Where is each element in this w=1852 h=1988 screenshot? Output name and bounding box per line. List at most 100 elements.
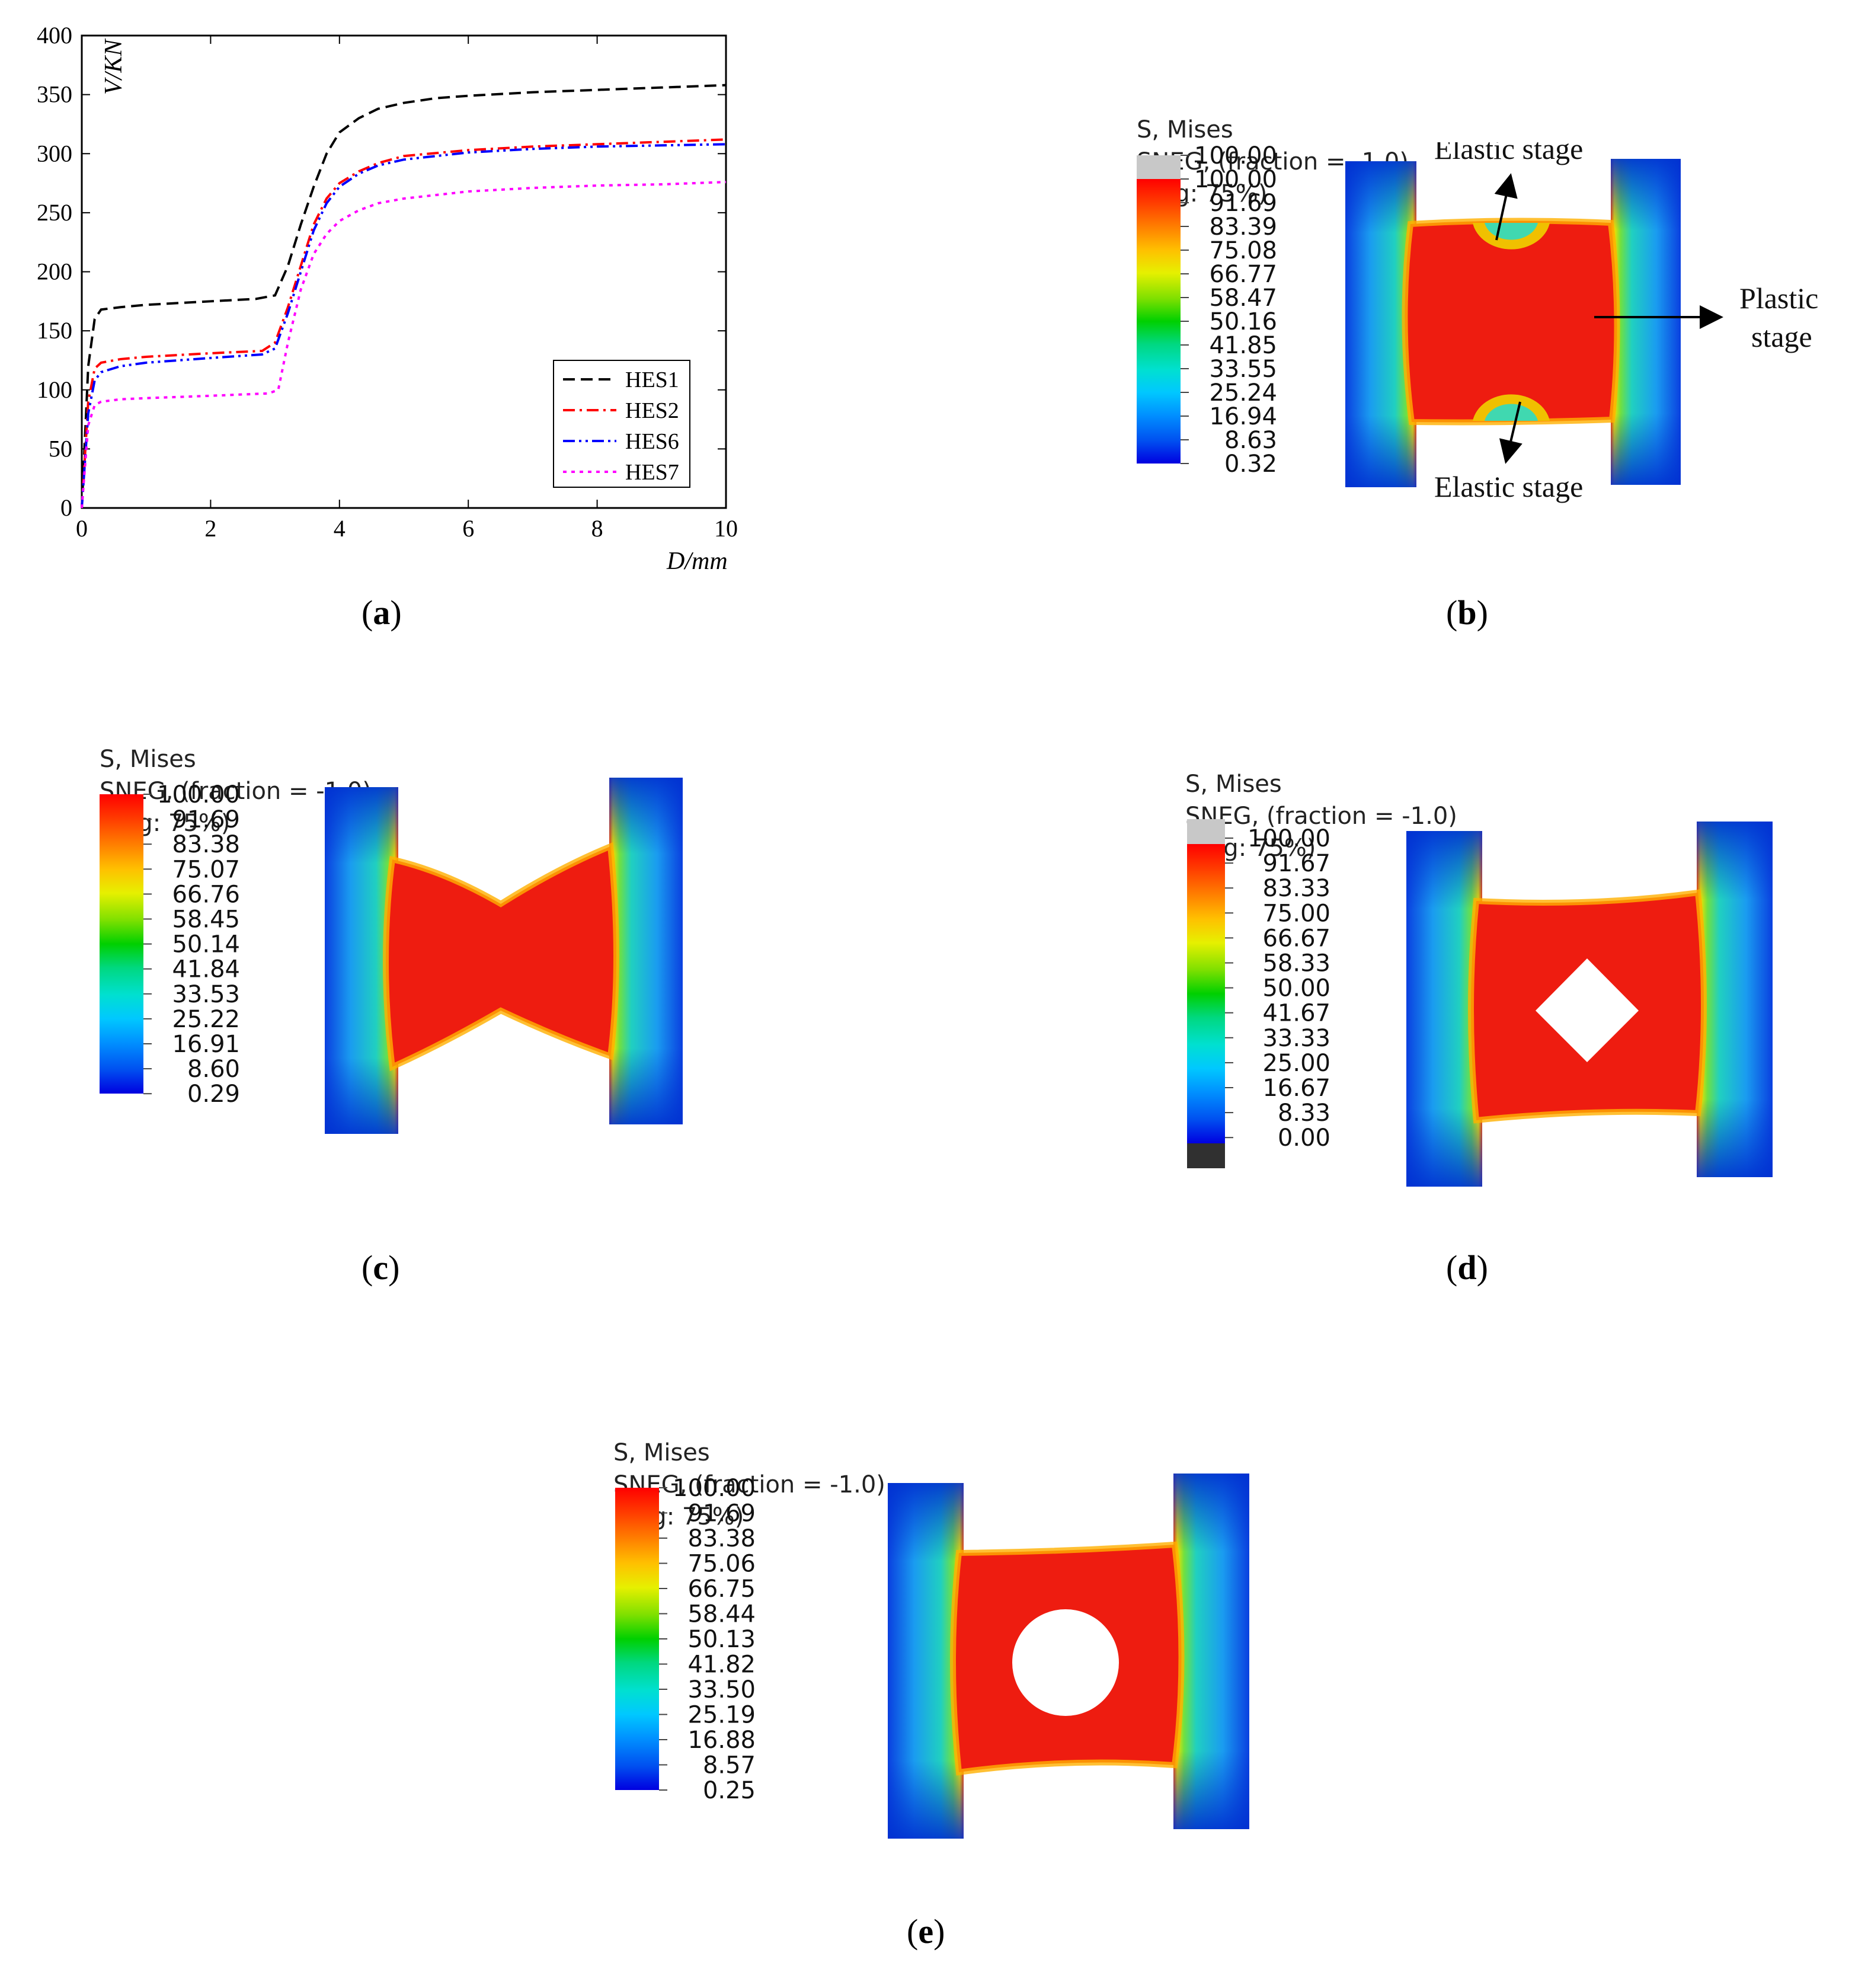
colorbar-value: 91.69 bbox=[172, 806, 240, 833]
legend-label-hes7: HES7 bbox=[625, 460, 679, 485]
colorbar-value: 8.60 bbox=[187, 1056, 240, 1083]
colorbar-value: 91.69 bbox=[687, 1500, 756, 1527]
y-tick-label: 300 bbox=[37, 140, 72, 167]
y-tick-label: 200 bbox=[37, 258, 72, 285]
specimen-c bbox=[325, 778, 683, 1134]
colorbar-value: 58.45 bbox=[172, 906, 240, 934]
colorbar-labels-b: 100.00100.0091.6983.3975.0866.7758.4750.… bbox=[1181, 142, 1277, 478]
caption-d: (d) bbox=[1446, 1248, 1488, 1287]
contour-plot-c: 100.0091.6983.3875.0766.7658.4550.1441.8… bbox=[100, 778, 683, 1134]
x-tick-label: 0 bbox=[76, 515, 88, 542]
y-tick-label: 250 bbox=[37, 199, 72, 226]
colorbar-value: 41.82 bbox=[687, 1651, 756, 1679]
series-line-hes6 bbox=[81, 143, 727, 509]
colorbar-value: 16.94 bbox=[1209, 403, 1277, 430]
chart-legend: HES1 HES2 HES6 HES7 bbox=[553, 360, 690, 488]
colorbar-value: 58.47 bbox=[1209, 285, 1277, 312]
colorbar-value: 50.14 bbox=[172, 931, 240, 958]
colorbar-d bbox=[1187, 844, 1225, 1143]
caption-b: (b) bbox=[1446, 593, 1488, 632]
colorbar-value: 8.57 bbox=[703, 1752, 756, 1779]
colorbar-b bbox=[1137, 179, 1181, 464]
colorbar-value: 16.91 bbox=[172, 1031, 240, 1058]
colorbar-value: 33.53 bbox=[172, 981, 240, 1008]
elastic-stage-bottom-label: Elastic stage bbox=[1434, 470, 1583, 503]
colorbar-value: 75.00 bbox=[1262, 900, 1330, 927]
legend-label-hes6: HES6 bbox=[625, 429, 679, 454]
plastic-stage-label-line2: stage bbox=[1751, 320, 1812, 353]
colorbar-value: 8.33 bbox=[1278, 1100, 1330, 1127]
colorbar-value: 75.06 bbox=[687, 1551, 756, 1578]
annotation-arrows-b bbox=[1494, 173, 1723, 464]
specimen-e bbox=[888, 1474, 1249, 1839]
colorbar-value: 58.44 bbox=[687, 1601, 756, 1628]
contour-plot-d: 100.0091.6783.3375.0066.6758.3350.0041.6… bbox=[1187, 819, 1773, 1187]
series-line-hes2 bbox=[81, 138, 727, 509]
colorbar-d-cap bbox=[1187, 819, 1225, 844]
legend-label-hes1: HES1 bbox=[625, 367, 679, 392]
y-tick-label: 100 bbox=[37, 376, 72, 403]
colorbar-value: 41.67 bbox=[1262, 1000, 1330, 1027]
colorbar-value: 83.33 bbox=[1262, 875, 1330, 902]
contour-plot-e: 100.0091.6983.3875.0666.7558.4450.1341.8… bbox=[615, 1474, 1249, 1839]
colorbar-value: 0.00 bbox=[1278, 1124, 1330, 1152]
colorbar-labels-c: 100.0091.6983.3875.0766.7658.4550.1441.8… bbox=[143, 781, 240, 1108]
colorbar-labels-e: 100.0091.6983.3875.0666.7558.4450.1341.8… bbox=[659, 1475, 756, 1804]
colorbar-value: 66.75 bbox=[687, 1575, 756, 1603]
x-tick-label: 8 bbox=[591, 515, 603, 542]
elastic-stage-top-label: Elastic stage bbox=[1434, 142, 1583, 165]
x-tick-label: 10 bbox=[714, 515, 738, 542]
colorbar-value: 66.67 bbox=[1262, 925, 1330, 952]
colorbar-value: 50.00 bbox=[1262, 975, 1330, 1002]
colorbar-value: 33.55 bbox=[1209, 356, 1277, 383]
colorbar-value: 83.38 bbox=[172, 831, 240, 858]
colorbar-value: 25.22 bbox=[172, 1006, 240, 1033]
series-lines bbox=[81, 84, 727, 509]
colorbar-value: 100.00 bbox=[157, 781, 240, 808]
colorbar-labels-d: 100.0091.6783.3375.0066.6758.3350.0041.6… bbox=[1225, 825, 1330, 1152]
colorbar-value: 16.67 bbox=[1262, 1075, 1330, 1102]
colorbar-b-cap bbox=[1137, 155, 1181, 179]
colorbar-value: 100.00 bbox=[1248, 825, 1330, 852]
colorbar-value: 66.76 bbox=[172, 881, 240, 908]
y-axis-label: V/KN bbox=[100, 39, 127, 95]
colorbar-value: 33.50 bbox=[687, 1676, 756, 1703]
colorbar-value: 75.07 bbox=[172, 856, 240, 883]
colorbar-value: 41.85 bbox=[1209, 332, 1277, 359]
x-tick-label: 2 bbox=[204, 515, 216, 542]
colorbar-value: 100.00 bbox=[673, 1475, 756, 1502]
colorbar-value: 50.13 bbox=[687, 1626, 756, 1653]
y-tick-label: 350 bbox=[37, 81, 72, 108]
caption-a: (a) bbox=[362, 593, 402, 632]
series-line-hes1 bbox=[81, 84, 727, 509]
colorbar-value: 0.25 bbox=[703, 1777, 756, 1804]
colorbar-value: 50.16 bbox=[1209, 308, 1277, 335]
x-tick-label: 6 bbox=[462, 515, 474, 542]
colorbar-d-floor bbox=[1187, 1143, 1225, 1168]
colorbar-value: 83.39 bbox=[1209, 213, 1277, 241]
colorbar-value: 83.38 bbox=[687, 1525, 756, 1552]
colorbar-value: 8.63 bbox=[1224, 427, 1277, 454]
caption-c: (c) bbox=[362, 1248, 400, 1287]
y-tick-label: 400 bbox=[37, 22, 72, 49]
colorbar-value: 91.69 bbox=[1209, 190, 1277, 217]
y-tick-label: 50 bbox=[49, 435, 72, 462]
specimen-b bbox=[1345, 159, 1681, 487]
colorbar-value: 41.84 bbox=[172, 956, 240, 983]
x-axis-label: D/mm bbox=[666, 548, 728, 575]
y-tick-label: 0 bbox=[60, 494, 72, 521]
colorbar-e bbox=[615, 1488, 659, 1790]
colorbar-value: 33.33 bbox=[1262, 1025, 1330, 1052]
caption-e: (e) bbox=[907, 1912, 945, 1951]
colorbar-value: 25.19 bbox=[687, 1702, 756, 1729]
contour-plot-b: 100.00100.0091.6983.3975.0866.7758.4750.… bbox=[1137, 142, 1818, 503]
colorbar-value: 0.32 bbox=[1224, 450, 1277, 478]
legend-label-hes2: HES2 bbox=[625, 398, 679, 423]
colorbar-value: 25.24 bbox=[1209, 379, 1277, 407]
colorbar-value: 100.00 bbox=[1194, 166, 1277, 193]
colorbar-value: 58.33 bbox=[1262, 950, 1330, 977]
specimen-d bbox=[1406, 822, 1773, 1187]
colorbar-value: 66.77 bbox=[1209, 261, 1277, 288]
